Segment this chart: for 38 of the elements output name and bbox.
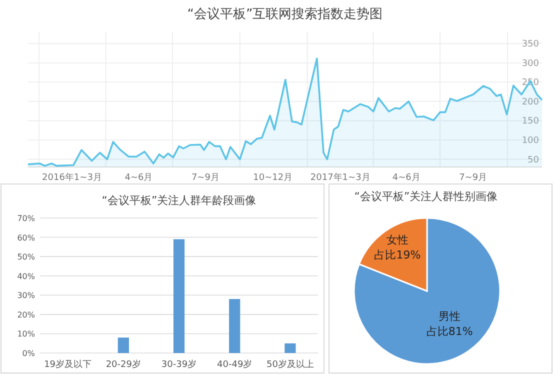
y-tick-label: 10% — [17, 330, 36, 339]
pie-slice — [353, 217, 501, 365]
x-tick-label: 40-49岁 — [217, 359, 252, 370]
x-tick-label: 2017年1~3月 — [310, 172, 370, 183]
x-tick-label: 7~9月 — [191, 173, 220, 183]
x-tick-label: 2016年1~3月 — [42, 172, 102, 183]
y-tick-label: 40% — [17, 272, 36, 281]
x-tick-label: 10~12月 — [253, 173, 293, 183]
x-tick-label: 19岁及以下 — [44, 359, 92, 370]
y-tick-label: 100 — [522, 136, 540, 146]
slice-label: 女性 — [386, 234, 408, 247]
y-tick-label: 350 — [522, 40, 540, 50]
y-tick-label: 0% — [22, 349, 36, 358]
y-tick-label: 50 — [528, 155, 540, 166]
x-tick-label: 20-29岁 — [106, 359, 141, 370]
data-label: 占比81% — [426, 325, 473, 338]
y-tick-label: 50% — [17, 252, 36, 262]
data-label: 占比19% — [374, 248, 421, 262]
y-tick-label: 200 — [522, 97, 540, 108]
slice-label: 男性 — [438, 310, 461, 324]
y-tick-label: 30% — [17, 291, 36, 300]
bar — [118, 338, 129, 353]
chart-title: “会议平板”互联网搜索指数走势图 — [187, 7, 383, 22]
chart-title: “会议平板”关注人群年龄段画像 — [102, 194, 256, 207]
y-tick-label: 150 — [522, 116, 540, 127]
bar — [229, 299, 240, 353]
y-tick-label: 300 — [522, 58, 540, 69]
chart-title: “会议平板”关注人群性别画像 — [354, 190, 498, 203]
y-tick-label: 60% — [17, 233, 36, 242]
x-tick-label: 7~9月 — [459, 173, 488, 183]
y-tick-label: 70% — [17, 214, 36, 223]
x-tick-label: 4~6月 — [392, 173, 420, 183]
y-tick-label: 20% — [17, 310, 36, 320]
bar — [284, 343, 296, 353]
x-tick-label: 30-39岁 — [161, 359, 197, 370]
bar — [173, 239, 185, 353]
x-tick-label: 4~6月 — [124, 173, 153, 183]
x-tick-label: 50岁及以上 — [266, 359, 314, 370]
